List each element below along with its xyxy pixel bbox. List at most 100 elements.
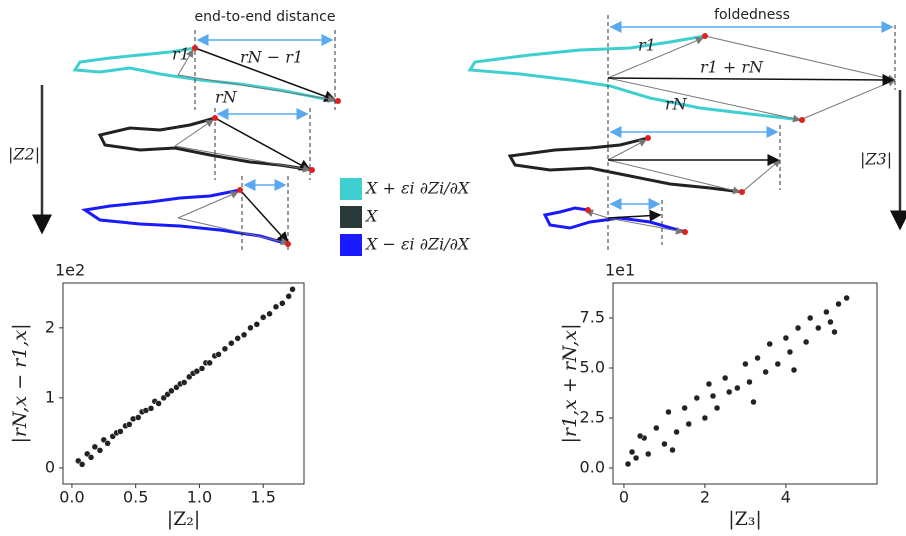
point <box>168 387 175 395</box>
point <box>215 351 222 358</box>
point <box>766 340 773 348</box>
point <box>272 303 280 311</box>
plot-frame <box>612 282 878 485</box>
x-axis-label: |Z₂| <box>167 508 201 530</box>
y-tick-label: 7.5 <box>580 308 605 327</box>
legend-label: X + εi ∂Zi/∂X <box>364 179 470 198</box>
legend-label: X − εi ∂Zi/∂X <box>364 235 470 254</box>
diagram-title: end-to-end distance <box>195 9 336 25</box>
point <box>746 378 753 386</box>
point <box>193 367 201 375</box>
point <box>685 420 692 428</box>
point <box>96 447 104 454</box>
point <box>709 392 717 400</box>
point <box>823 308 830 316</box>
y-axis-label: |rN,x − r1,x| <box>9 324 31 444</box>
plot-frame <box>62 282 305 485</box>
point <box>234 335 241 342</box>
point <box>673 428 680 436</box>
legend-swatch <box>340 206 362 228</box>
point <box>742 360 749 368</box>
point <box>831 328 838 336</box>
vector-label: r1 <box>172 45 190 64</box>
point <box>91 443 99 451</box>
point <box>253 321 261 328</box>
y-tick-label: 0.0 <box>580 458 605 477</box>
point <box>155 400 162 407</box>
point <box>754 354 761 362</box>
x-tick-label: 0.5 <box>123 488 148 507</box>
left-diagram <box>32 30 341 250</box>
x-tick-label: 2 <box>700 488 710 507</box>
arrow-label: |Z3| <box>860 150 892 169</box>
point <box>180 379 188 386</box>
point <box>228 339 235 347</box>
x-tick-label: 4 <box>781 488 791 507</box>
point <box>725 388 733 396</box>
point <box>636 432 644 440</box>
point <box>705 380 713 388</box>
point <box>266 310 273 318</box>
y-tick-label: 5.0 <box>580 358 605 377</box>
point <box>786 348 794 356</box>
point <box>624 460 632 468</box>
x-axis-label: |Z₃| <box>728 508 762 530</box>
point <box>117 428 124 435</box>
y-tick-label: 2 <box>45 317 55 336</box>
point <box>701 414 709 422</box>
point <box>644 450 652 458</box>
point <box>750 398 757 406</box>
point <box>734 384 741 392</box>
point <box>827 318 834 326</box>
point <box>693 394 701 402</box>
arrow-label: |Z2| <box>8 145 40 164</box>
point <box>794 324 802 332</box>
vector-label: rN − r1 <box>240 48 303 67</box>
vector-label: r1 <box>638 36 656 55</box>
point <box>632 454 640 462</box>
point <box>762 368 769 376</box>
x-tick-label: 0 <box>619 488 629 507</box>
vector-label: rN <box>665 95 688 114</box>
point <box>661 440 668 448</box>
point <box>713 404 721 412</box>
point <box>843 294 850 302</box>
point <box>78 461 86 468</box>
diagram-title: foldedness <box>714 7 790 23</box>
point <box>247 324 254 332</box>
vector-label: r1 + rN <box>700 58 764 77</box>
x-tick-label: 1.0 <box>187 488 212 507</box>
point <box>240 331 248 339</box>
point <box>221 345 229 353</box>
axis-offset: 1e1 <box>605 261 635 280</box>
point <box>721 374 729 382</box>
point <box>653 424 660 432</box>
axis-offset: 1e2 <box>55 261 85 280</box>
legend-swatch <box>340 234 362 256</box>
point <box>628 448 636 456</box>
point <box>669 446 676 454</box>
y-tick-label: 0 <box>45 457 55 476</box>
x-tick-label: 1.5 <box>250 488 275 507</box>
point <box>665 408 672 416</box>
point <box>774 360 782 368</box>
point <box>790 366 798 374</box>
x-tick-label: 0.0 <box>59 488 84 507</box>
point <box>126 421 133 428</box>
point <box>835 300 842 308</box>
point <box>87 454 95 461</box>
point <box>289 286 296 293</box>
point <box>198 365 206 372</box>
point <box>806 314 814 322</box>
point <box>279 300 286 307</box>
point <box>104 440 111 447</box>
right-diagram <box>467 15 906 250</box>
y-axis-label: |r1,x + rN,x| <box>559 324 581 444</box>
point <box>681 404 688 412</box>
legend-label: X <box>364 207 378 226</box>
point <box>802 338 810 346</box>
point <box>134 414 142 421</box>
point <box>259 314 267 321</box>
point <box>147 405 155 412</box>
